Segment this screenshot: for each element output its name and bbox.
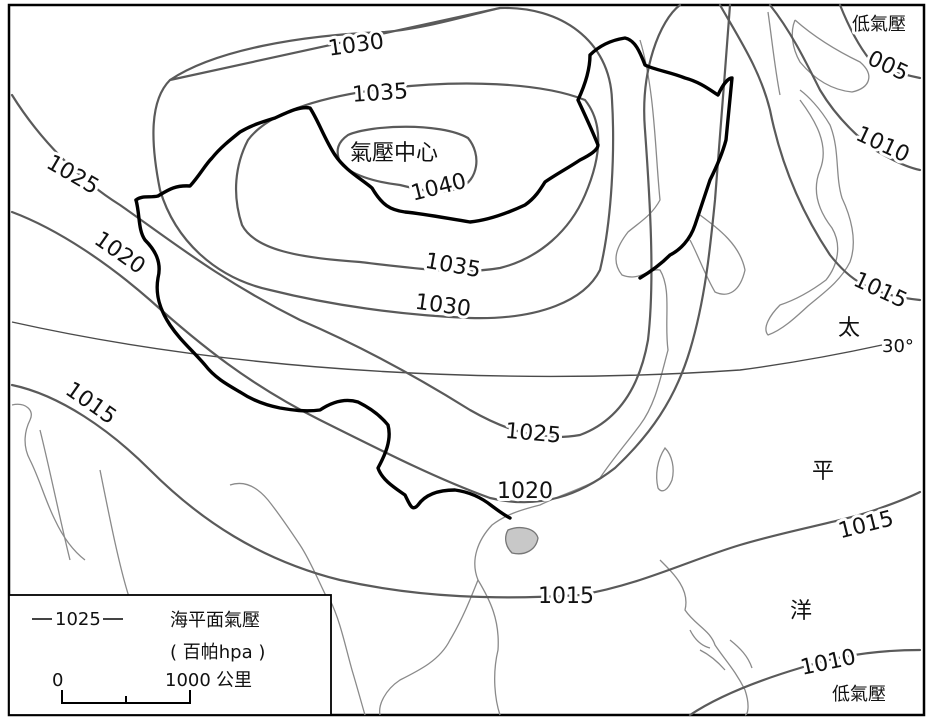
label-1015-bottom: 1015 <box>538 584 594 609</box>
isobar-1030 <box>152 6 615 320</box>
label-ocean-yang: 洋 <box>790 599 812 624</box>
china-border <box>134 36 734 280</box>
label-high-pressure-center: 氣壓中心 <box>350 141 438 166</box>
isobar-1015 <box>10 383 922 599</box>
coast-hokkaido <box>791 19 870 93</box>
island-hainan <box>505 527 539 555</box>
label-latitude-30: 30° <box>882 336 914 357</box>
river-lines <box>39 429 131 601</box>
isobar-1010-south <box>688 648 922 717</box>
scale-unit-label: 公里 <box>216 670 252 691</box>
scale-bar <box>61 690 191 704</box>
isobar-1015-east <box>718 3 922 302</box>
isobar-1025 <box>10 3 682 439</box>
label-low-pressure-bottom: 低氣壓 <box>832 684 886 705</box>
coast-sakhalin <box>767 11 781 96</box>
coast-malay <box>329 599 366 716</box>
label-1025-mid: 1025 <box>504 419 562 449</box>
coast-northeast-asia <box>474 39 669 716</box>
label-1035-top: 1035 <box>351 79 409 108</box>
coast-philippines-islands <box>689 629 753 671</box>
isobar-1010-east <box>768 3 922 172</box>
coast-india <box>11 403 86 561</box>
isobar-1020 <box>10 3 732 504</box>
legend-sample-value: 1025 <box>55 609 101 630</box>
legend-title: 海平面氣壓 <box>170 610 260 631</box>
china-border-south <box>134 198 512 520</box>
coastlines <box>11 11 870 716</box>
isobar-1035 <box>234 82 600 272</box>
legend-unit: ( 百帕hpa ) <box>170 642 265 663</box>
island-taiwan <box>656 446 674 492</box>
coast-japan <box>765 89 854 336</box>
label-ocean-tai: 太 <box>838 316 860 341</box>
isobar-1005 <box>838 3 922 80</box>
label-1020-mid: 1020 <box>497 479 553 504</box>
coast-indochina <box>379 579 479 716</box>
scale-end-label: 1000 <box>165 670 211 691</box>
isobars <box>10 3 922 717</box>
label-ocean-ping: 平 <box>812 459 834 484</box>
legend: 1025 海平面氣壓 ( 百帕hpa ) 0 1000 公里 <box>8 594 332 716</box>
latitude-30-line <box>11 321 883 378</box>
label-low-pressure-top: 低氣壓 <box>852 14 906 35</box>
scale-start-label: 0 <box>52 670 63 691</box>
label-1030-mid: 1030 <box>413 290 472 323</box>
coast-korea <box>689 214 746 295</box>
coast-bengal <box>229 482 329 601</box>
coast-philippines <box>659 559 749 716</box>
